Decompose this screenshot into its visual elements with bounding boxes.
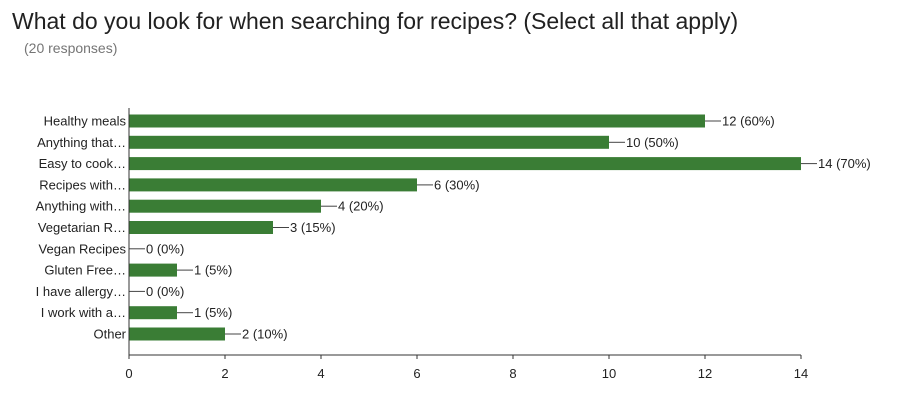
bar xyxy=(129,178,417,192)
chart-title: What do you look for when searching for … xyxy=(12,8,739,34)
data-label: 6 (30%) xyxy=(434,177,480,192)
category-label: Anything that… xyxy=(37,135,126,150)
bar xyxy=(129,135,609,149)
data-label: 4 (20%) xyxy=(338,199,384,214)
data-label: 10 (50%) xyxy=(626,135,679,150)
data-label: 0 (0%) xyxy=(146,284,184,299)
x-tick-label: 14 xyxy=(794,366,808,381)
bar xyxy=(129,114,705,128)
data-label: 1 (5%) xyxy=(194,263,232,278)
bar xyxy=(129,327,225,341)
bar xyxy=(129,157,801,171)
x-tick-label: 12 xyxy=(698,366,712,381)
x-tick-label: 6 xyxy=(413,366,420,381)
x-tick-label: 0 xyxy=(125,366,132,381)
category-label: Healthy meals xyxy=(44,114,127,129)
category-label: Easy to cook… xyxy=(39,156,126,171)
response-count: (20 responses) xyxy=(24,40,118,56)
data-label: 1 (5%) xyxy=(194,305,232,320)
data-label: 12 (60%) xyxy=(722,114,775,129)
data-label: 3 (15%) xyxy=(290,220,336,235)
category-label: I work with a… xyxy=(41,305,126,320)
category-label: Recipes with… xyxy=(39,177,126,192)
category-label: Anything with… xyxy=(36,199,126,214)
x-tick-label: 4 xyxy=(317,366,324,381)
data-label: 2 (10%) xyxy=(242,327,288,342)
data-label: 0 (0%) xyxy=(146,241,184,256)
x-tick-label: 2 xyxy=(221,366,228,381)
data-label: 14 (70%) xyxy=(818,156,871,171)
bar xyxy=(129,221,273,234)
bar xyxy=(129,263,177,277)
category-label: Vegan Recipes xyxy=(39,241,127,256)
category-label: Vegetarian R… xyxy=(38,220,126,235)
category-label: I have allergy… xyxy=(36,284,126,299)
x-tick-label: 10 xyxy=(602,366,616,381)
x-tick-label: 8 xyxy=(509,366,516,381)
category-label: Gluten Free… xyxy=(44,263,126,278)
bar xyxy=(129,306,177,320)
bar xyxy=(129,199,321,213)
category-label: Other xyxy=(93,327,126,342)
